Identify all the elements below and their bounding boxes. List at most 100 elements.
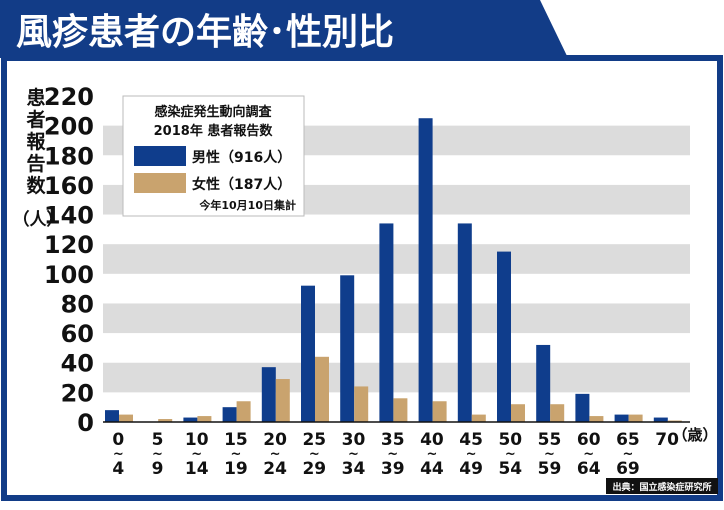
bar-female	[550, 404, 565, 422]
x-tick-label-start: 25	[302, 430, 326, 450]
x-axis-unit: （歳）	[672, 426, 717, 444]
legend-label-male: 男性（916人）	[192, 149, 291, 166]
y-tick-label: 100	[44, 261, 94, 289]
bar-female	[393, 398, 408, 422]
x-tick-label-start: 40	[420, 430, 444, 450]
bar-male	[536, 344, 551, 422]
x-tick-tilde: ~	[270, 447, 281, 462]
x-tick-label-end: 39	[381, 459, 405, 479]
x-tick-label-start: 0	[112, 430, 124, 450]
y-axis-label-char: 告	[26, 152, 45, 175]
y-tick-label: 220	[44, 83, 94, 111]
legend-label-female: 女性（187人）	[192, 176, 291, 193]
page-title: 風疹患者の年齢･性別比	[16, 12, 394, 53]
legend-swatch-female	[134, 173, 186, 193]
bar-female	[119, 414, 133, 422]
bar-male	[183, 417, 198, 422]
y-axis-label-char: 者	[26, 109, 45, 131]
x-tick-tilde: ~	[230, 447, 241, 462]
bar-female	[511, 404, 525, 422]
legend-footnote: 今年10月10日集計	[198, 198, 296, 212]
bar-male	[222, 407, 237, 422]
bar-male	[340, 275, 355, 422]
x-tick-label-end: 59	[538, 459, 562, 479]
y-tick-label: 20	[61, 379, 94, 407]
x-tick-label-start: 60	[577, 430, 601, 450]
y-tick-label: 180	[44, 142, 94, 170]
bar-female	[158, 419, 173, 422]
y-axis-label-char: 報	[26, 130, 46, 153]
bar-female	[197, 416, 212, 422]
x-tick-tilde: ~	[309, 447, 320, 462]
bar-female	[628, 414, 643, 422]
y-tick-label: 80	[61, 290, 94, 318]
x-tick-tilde: ~	[505, 447, 516, 462]
x-tick-tilde: ~	[152, 447, 163, 462]
y-tick-label: 140	[44, 202, 94, 230]
legend-swatch-male	[134, 146, 186, 166]
y-tick-label: 200	[44, 113, 94, 141]
x-tick-label-start: 70	[655, 430, 679, 450]
x-tick-label-start: 20	[263, 430, 287, 450]
source-text: 出典：国立感染症研究所	[612, 481, 711, 493]
bar-female	[471, 414, 486, 422]
y-tick-label: 0	[77, 409, 94, 437]
bar-male	[457, 223, 472, 422]
x-tick-tilde: ~	[426, 447, 437, 462]
y-tick-label: 60	[61, 320, 94, 348]
y-axis-unit: （人）	[13, 209, 64, 230]
bar-male	[379, 223, 394, 422]
y-tick-label: 120	[44, 231, 94, 259]
x-tick-tilde: ~	[387, 447, 398, 462]
x-tick-labels: 0~45~910~1415~1920~2425~2930~3435~3940~4…	[112, 430, 679, 479]
x-tick-label-end: 24	[263, 459, 287, 479]
x-tick-label-start: 5	[152, 430, 164, 450]
x-tick-label-end: 44	[420, 459, 444, 479]
x-tick-label-start: 10	[185, 430, 209, 450]
bar-male	[261, 367, 276, 422]
bar-female	[236, 401, 251, 422]
bar-female	[354, 386, 369, 422]
x-tick-label-end: 29	[302, 459, 326, 479]
bar-male	[418, 118, 433, 423]
x-tick-label-end: 69	[616, 459, 640, 479]
bar-marks	[103, 118, 690, 423]
x-tick-label-end: 14	[185, 459, 209, 479]
x-tick-label-start: 65	[616, 430, 640, 450]
bar-female	[432, 401, 447, 422]
x-tick-label-end: 34	[342, 459, 366, 479]
legend-heading-line1: 感染症発生動向調査	[154, 104, 272, 120]
y-tick-label: 40	[61, 350, 94, 378]
x-tick-label-end: 19	[224, 459, 248, 479]
x-tick-label-start: 45	[459, 430, 483, 450]
x-tick-tilde: ~	[348, 447, 359, 462]
y-tick-label: 160	[44, 172, 94, 200]
x-tick-label-start: 30	[342, 430, 366, 450]
x-tick-tilde: ~	[113, 447, 124, 462]
x-tick-label-start: 55	[538, 430, 562, 450]
bar-male	[497, 251, 511, 422]
bar-female	[589, 416, 604, 422]
bar-female	[275, 379, 290, 422]
x-tick-tilde: ~	[544, 447, 555, 462]
legend: 感染症発生動向調査 2018年 患者報告数 男性（916人） 女性（187人） …	[122, 95, 305, 217]
bar-male	[614, 414, 629, 422]
legend-heading-line2: 2018年 患者報告数	[154, 123, 274, 139]
y-axis-label-char: 患	[26, 86, 45, 109]
bar-male	[575, 393, 590, 422]
x-tick-label-start: 15	[224, 430, 248, 450]
y-axis-label: 患者報告数	[26, 86, 46, 197]
grid-band	[103, 362, 690, 393]
x-tick-label-start: 50	[498, 430, 522, 450]
bar-male	[653, 417, 668, 422]
x-tick-tilde: ~	[191, 447, 202, 462]
grid-band	[103, 244, 690, 274]
bar-female	[315, 356, 329, 422]
x-tick-tilde: ~	[622, 447, 633, 462]
x-tick-label-start: 35	[381, 430, 405, 450]
x-tick-tilde: ~	[583, 447, 594, 462]
x-tick-label-end: 54	[498, 459, 522, 479]
